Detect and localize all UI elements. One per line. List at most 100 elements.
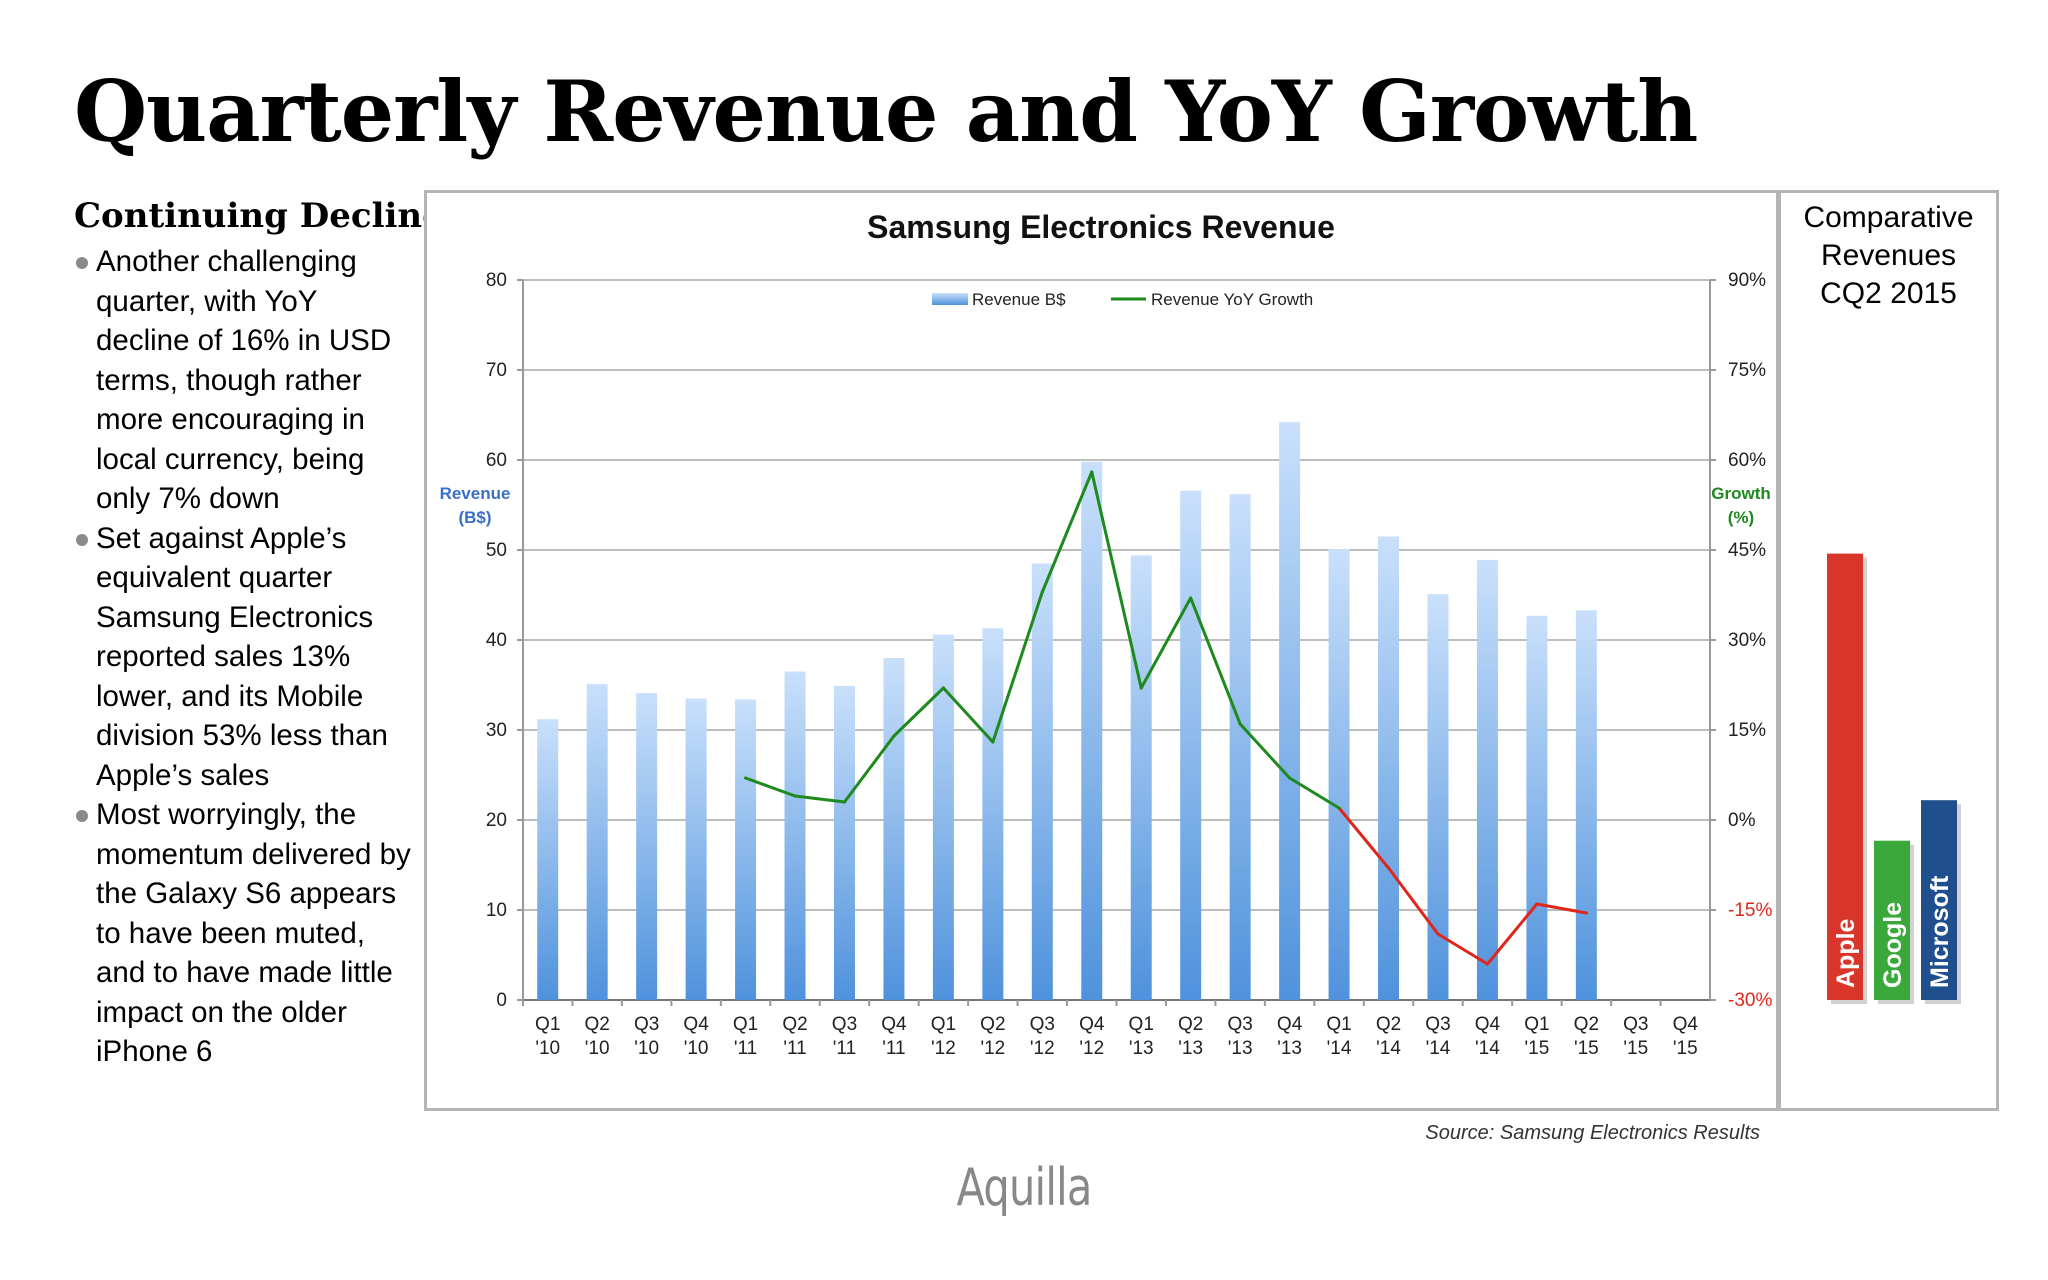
growth-point	[1436, 932, 1440, 936]
x-tick-label: Q3	[832, 1014, 857, 1035]
aquilla-logo: Aquilla	[956, 1158, 1092, 1218]
left-tick-label: 20	[486, 810, 507, 831]
gridlines	[522, 279, 1711, 1001]
growth-line-segment	[1436, 932, 1489, 966]
left-axis-label-line: (B$)	[458, 508, 491, 527]
x-tick-label: '12	[980, 1038, 1005, 1059]
x-tick-label: Q2	[1376, 1014, 1401, 1035]
growth-point	[744, 776, 748, 780]
growth-point	[941, 686, 945, 690]
x-tick-label: Q1	[535, 1014, 560, 1035]
left-axis-label: Revenue (B$)	[440, 484, 511, 527]
chart-title: Samsung Electronics Revenue	[867, 209, 1335, 245]
revenue-chart-frame: Samsung Electronics Revenue 0 10 20 30 40 50 6…	[424, 190, 1779, 1111]
comparative-title-line: Revenues	[1820, 239, 1957, 272]
bullet-item: Another challenging quarter, with YoY de…	[74, 242, 414, 519]
right-tick-label: 30%	[1728, 630, 1766, 651]
right-tick-label: 75%	[1728, 360, 1766, 381]
x-tick-label: Q1	[1129, 1014, 1154, 1035]
left-tick-label: 30	[486, 720, 507, 741]
comparative-bar-label: Apple	[1832, 918, 1860, 988]
right-tick-label: 60%	[1728, 450, 1766, 471]
x-tick-label: '10	[634, 1038, 659, 1059]
x-tick-label: Q4	[683, 1014, 709, 1035]
revenue-bar	[1476, 559, 1498, 1000]
growth-point	[1387, 866, 1391, 870]
revenue-bar	[1427, 594, 1449, 1000]
x-tick-label: Q4	[1277, 1014, 1303, 1035]
growth-line-segment	[1189, 596, 1242, 726]
x-tick-label: Q1	[733, 1014, 758, 1035]
source-note: Source: Samsung Electronics Results	[1425, 1122, 1760, 1144]
growth-line	[744, 470, 1588, 966]
x-tick-label: '15	[1623, 1038, 1648, 1059]
revenue-bar	[1031, 563, 1053, 1000]
revenue-bar	[1229, 494, 1251, 1000]
left-tick-label: 60	[486, 450, 507, 471]
bullet-text: Set against Apple’s equivalent quarter S…	[96, 521, 388, 792]
left-tick-label: 50	[486, 540, 507, 561]
revenue-bar	[1180, 490, 1202, 1000]
legend-revenue-label: Revenue B$	[972, 290, 1066, 309]
comparative-title: Comparative Revenues CQ2 2015	[1781, 199, 1996, 313]
comparative-revenues-panel: Comparative Revenues CQ2 2015 Apple Googl…	[1778, 190, 1999, 1111]
x-tick-label: Q3	[1623, 1014, 1648, 1035]
growth-line-segment	[842, 734, 896, 804]
growth-point	[991, 740, 995, 744]
x-tick-label: '11	[882, 1038, 905, 1059]
x-tick-label: Q2	[980, 1014, 1005, 1035]
x-tick-label: '11	[734, 1038, 757, 1059]
growth-point	[1584, 911, 1588, 915]
revenue-bar	[883, 658, 905, 1000]
x-tick-label: '12	[1079, 1038, 1104, 1059]
growth-point	[842, 800, 846, 804]
x-axis-ticks: Q1 '10 Q2 '10 Q3 '10 Q4 '10 Q1 '11 Q2 '11 Q3 '11 Q4 '11…	[522, 1000, 1698, 1059]
left-axis-ticks: 0 10 20 30 40 50 60 70 80	[486, 270, 523, 1011]
x-tick-label: '14	[1426, 1038, 1451, 1059]
growth-line-segment	[1040, 470, 1094, 594]
revenue-bar	[685, 698, 707, 1000]
right-axis-label: Growth (%)	[1711, 484, 1771, 527]
x-tick-label: Q4	[881, 1014, 907, 1035]
x-tick-label: Q1	[1326, 1014, 1351, 1035]
revenue-bar	[636, 693, 658, 1000]
revenue-bar	[1081, 461, 1103, 1000]
bullet-item: Set against Apple’s equivalent quarter S…	[74, 519, 414, 796]
right-tick-label: 0%	[1728, 810, 1756, 831]
left-tick-label: 0	[496, 990, 507, 1011]
left-axis-label-line: Revenue	[440, 484, 511, 503]
legend-growth-label: Revenue YoY Growth	[1151, 290, 1313, 309]
revenue-bar	[1378, 536, 1400, 1000]
growth-line-segment	[1535, 902, 1588, 915]
right-axis-ticks: -30% -15% 0% 15% 30% 45% 60% 75% 90%	[1710, 270, 1772, 1011]
x-tick-label: '14	[1376, 1038, 1401, 1059]
growth-point	[1139, 686, 1143, 690]
x-tick-label: Q4	[1079, 1014, 1105, 1035]
growth-point	[892, 734, 896, 738]
growth-point	[1238, 722, 1242, 726]
bullet-text: Another challenging quarter, with YoY de…	[96, 245, 392, 515]
bullet-dot-icon	[76, 257, 88, 269]
growth-line-segment	[1238, 722, 1292, 780]
revenue-bar	[982, 628, 1004, 1000]
growth-point	[793, 794, 797, 798]
revenue-bar	[932, 634, 954, 1000]
revenue-bar	[1279, 422, 1301, 1000]
x-tick-label: '12	[1030, 1038, 1055, 1059]
revenue-bar	[1328, 549, 1350, 1000]
x-tick-label: Q2	[782, 1014, 807, 1035]
x-tick-label: Q3	[634, 1014, 659, 1035]
comparative-title-line: Comparative	[1803, 201, 1974, 234]
x-tick-label: '13	[1178, 1038, 1203, 1059]
revenue-bar	[735, 699, 757, 1000]
growth-line-segment	[744, 776, 797, 798]
left-tick-label: 40	[486, 630, 507, 651]
growth-point	[1288, 776, 1292, 780]
x-tick-label: Q3	[1030, 1014, 1055, 1035]
x-tick-label: Q2	[585, 1014, 610, 1035]
growth-line-segment	[1139, 596, 1193, 690]
revenue-bar	[784, 671, 806, 1000]
growth-line-segment	[991, 590, 1044, 744]
right-tick-label: 45%	[1728, 540, 1766, 561]
x-tick-label: Q1	[931, 1014, 956, 1035]
